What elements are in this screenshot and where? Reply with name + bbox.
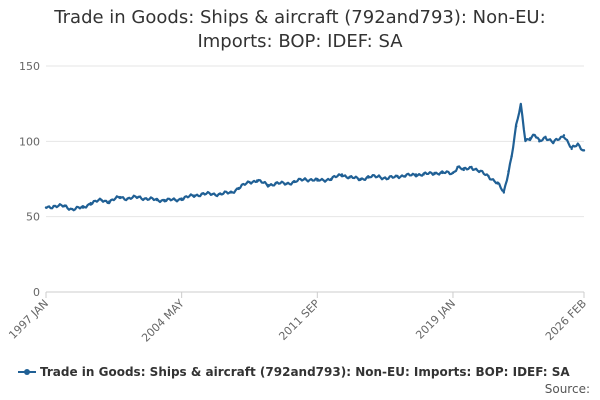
data-point — [359, 177, 362, 181]
data-point — [180, 197, 183, 200]
data-point — [174, 198, 177, 202]
data-point — [502, 191, 506, 194]
data-point — [414, 173, 418, 176]
data-point — [433, 171, 436, 175]
x-tick-label: 1997 JAN — [6, 297, 51, 342]
data-point — [510, 155, 513, 158]
data-point — [496, 182, 499, 185]
data-point — [514, 125, 518, 128]
y-tick-label: 150 — [19, 60, 40, 73]
data-point — [100, 198, 103, 202]
data-point — [126, 197, 129, 200]
legend-series-marker-icon — [18, 365, 36, 379]
data-point — [462, 168, 465, 172]
data-point — [52, 204, 55, 208]
data-point — [538, 140, 541, 143]
data-point — [570, 147, 573, 151]
data-point — [89, 201, 92, 205]
data-point — [108, 200, 111, 203]
data-point — [528, 137, 532, 140]
data-point — [348, 176, 351, 179]
data-point — [292, 180, 296, 184]
source-label: Source: — [544, 382, 590, 396]
data-point — [266, 183, 270, 187]
data-point — [285, 182, 288, 185]
data-point — [155, 198, 159, 202]
x-tick-label: 2019 JAN — [413, 297, 458, 342]
data-point — [403, 174, 407, 178]
data-point — [451, 171, 455, 175]
data-point — [507, 170, 510, 173]
data-point — [71, 207, 74, 211]
data-point — [519, 103, 522, 107]
data-point — [551, 141, 555, 145]
data-point — [81, 206, 85, 209]
y-tick-label: 50 — [26, 211, 40, 224]
data-point — [456, 165, 459, 169]
data-point — [582, 149, 586, 152]
y-tick-label: 100 — [19, 135, 40, 148]
data-point — [487, 174, 490, 178]
data-point — [576, 143, 580, 146]
grid-lines — [46, 65, 584, 218]
data-point — [255, 179, 259, 182]
data-point — [218, 192, 222, 196]
data-point — [524, 138, 527, 142]
data-point — [303, 177, 307, 181]
data-point — [211, 192, 214, 196]
data-point — [63, 204, 66, 208]
chart-title-line-2: Imports: BOP: IDEF: SA — [197, 31, 403, 52]
legend-series-label: Trade in Goods: Ships & aircraft (792and… — [40, 365, 570, 379]
data-point — [385, 177, 388, 181]
data-point — [477, 170, 481, 173]
series-layer — [44, 102, 586, 212]
data-point — [440, 171, 444, 175]
x-tick-label: 2004 MAY — [139, 297, 187, 345]
data-point — [533, 134, 536, 137]
data-point — [562, 134, 566, 137]
x-tick-label: 2026 FEB — [543, 297, 589, 343]
chart-title: Trade in Goods: Ships & aircraft (792and… — [0, 6, 600, 54]
data-point — [316, 179, 319, 182]
data-point — [44, 206, 48, 209]
data-point — [274, 182, 277, 185]
y-tick-label: 0 — [33, 286, 40, 299]
data-point — [329, 177, 333, 181]
data-point — [192, 194, 196, 197]
data-point — [377, 174, 381, 178]
data-point — [544, 135, 547, 139]
data-point — [366, 176, 370, 179]
chart-title-line-1: Trade in Goods: Ships & aircraft (792and… — [54, 7, 546, 28]
data-point — [470, 165, 473, 169]
data-point — [422, 173, 425, 176]
data-point — [229, 191, 233, 194]
data-point — [145, 197, 148, 200]
data-point — [118, 195, 122, 199]
data-point — [396, 174, 399, 178]
series-line — [45, 102, 585, 212]
data-point — [237, 186, 240, 190]
data-point — [137, 195, 140, 199]
data-point — [340, 173, 344, 176]
data-point — [200, 192, 203, 196]
x-tick-label: 2011 SEP — [276, 297, 322, 343]
legend[interactable]: Trade in Goods: Ships & aircraft (792and… — [18, 365, 598, 379]
data-point — [163, 198, 166, 202]
data-point — [248, 180, 251, 184]
